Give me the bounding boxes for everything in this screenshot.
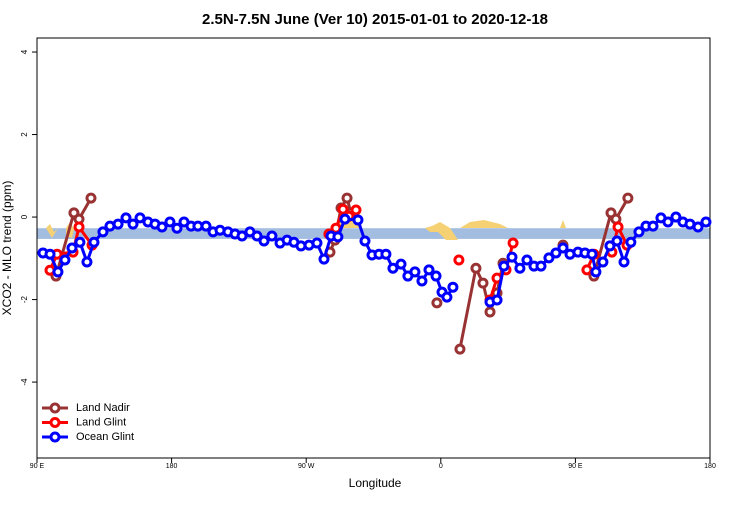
point — [507, 237, 519, 249]
y-axis-label: XCO2 - MLO trend (ppm) — [0, 181, 14, 316]
point — [491, 294, 503, 306]
plot-frame — [36, 37, 711, 459]
point — [692, 221, 704, 233]
point — [164, 216, 176, 228]
point — [409, 266, 421, 278]
point — [597, 256, 609, 268]
legend-label: Ocean Glint — [76, 431, 134, 443]
point — [251, 230, 263, 242]
point — [604, 240, 616, 252]
legend-marker — [49, 417, 61, 428]
point — [112, 218, 124, 230]
point — [171, 222, 183, 234]
point — [430, 270, 442, 282]
point — [498, 260, 510, 272]
legend-label: Land Glint — [76, 416, 126, 428]
point — [66, 242, 78, 254]
point — [581, 264, 593, 276]
point — [454, 343, 466, 355]
point — [633, 226, 645, 238]
legend-label: Land Nadir — [76, 402, 130, 414]
point — [127, 218, 139, 230]
point — [441, 291, 453, 303]
point — [134, 212, 146, 224]
point — [535, 260, 547, 272]
point — [311, 237, 323, 249]
x-tick-label: 180 — [704, 463, 716, 470]
point — [557, 242, 569, 254]
point — [81, 256, 93, 268]
x-tick-label: 90 E — [568, 463, 583, 470]
x-tick-label: 90 W — [298, 463, 315, 470]
point — [611, 235, 623, 247]
point — [625, 236, 637, 248]
chart-title: 2.5N-7.5N June (Ver 10) 2015-01-01 to 20… — [202, 11, 548, 28]
point — [380, 248, 392, 260]
point — [470, 262, 482, 274]
point — [387, 262, 399, 274]
y-tick-label: 2 — [20, 132, 29, 137]
point — [647, 220, 659, 232]
point — [590, 266, 602, 278]
point — [97, 226, 109, 238]
point — [258, 235, 270, 247]
point — [73, 221, 85, 233]
point — [612, 221, 624, 233]
point — [318, 253, 330, 265]
point — [447, 281, 459, 293]
point — [52, 266, 64, 278]
x-tick-label: 180 — [166, 463, 178, 470]
point — [670, 211, 682, 223]
point — [352, 214, 364, 226]
point — [700, 216, 712, 228]
point — [337, 203, 349, 215]
point — [88, 236, 100, 248]
point — [477, 277, 489, 289]
point — [332, 231, 344, 243]
y-tick-label: -4 — [20, 378, 29, 386]
y-tick-label: -2 — [20, 295, 29, 303]
point — [339, 213, 351, 225]
reference-band — [37, 228, 710, 239]
point — [120, 212, 132, 224]
point — [550, 247, 562, 259]
point — [416, 275, 428, 287]
point — [506, 251, 518, 263]
point — [395, 258, 407, 270]
point — [543, 252, 555, 264]
point — [74, 236, 86, 248]
point — [662, 216, 674, 228]
point — [423, 264, 435, 276]
point — [359, 235, 371, 247]
point — [484, 306, 496, 318]
point — [200, 220, 212, 232]
y-tick-label: 0 — [20, 214, 29, 219]
point — [341, 192, 353, 204]
point — [85, 192, 97, 204]
point — [431, 297, 443, 309]
x-axis-label: Longitude — [349, 476, 402, 490]
point — [521, 254, 533, 266]
point — [156, 221, 168, 233]
point — [514, 262, 526, 274]
point — [59, 254, 71, 266]
point — [453, 254, 465, 266]
legend-marker — [49, 402, 61, 414]
x-tick-label: 90 E — [30, 463, 45, 470]
x-tick-label: 0 — [439, 463, 443, 470]
point — [618, 256, 630, 268]
point — [622, 192, 634, 204]
point — [350, 204, 362, 216]
point — [586, 248, 598, 260]
point — [266, 230, 278, 242]
y-tick-label: 4 — [20, 49, 29, 54]
point — [44, 248, 56, 260]
point — [236, 230, 248, 242]
legend-marker — [49, 431, 61, 443]
